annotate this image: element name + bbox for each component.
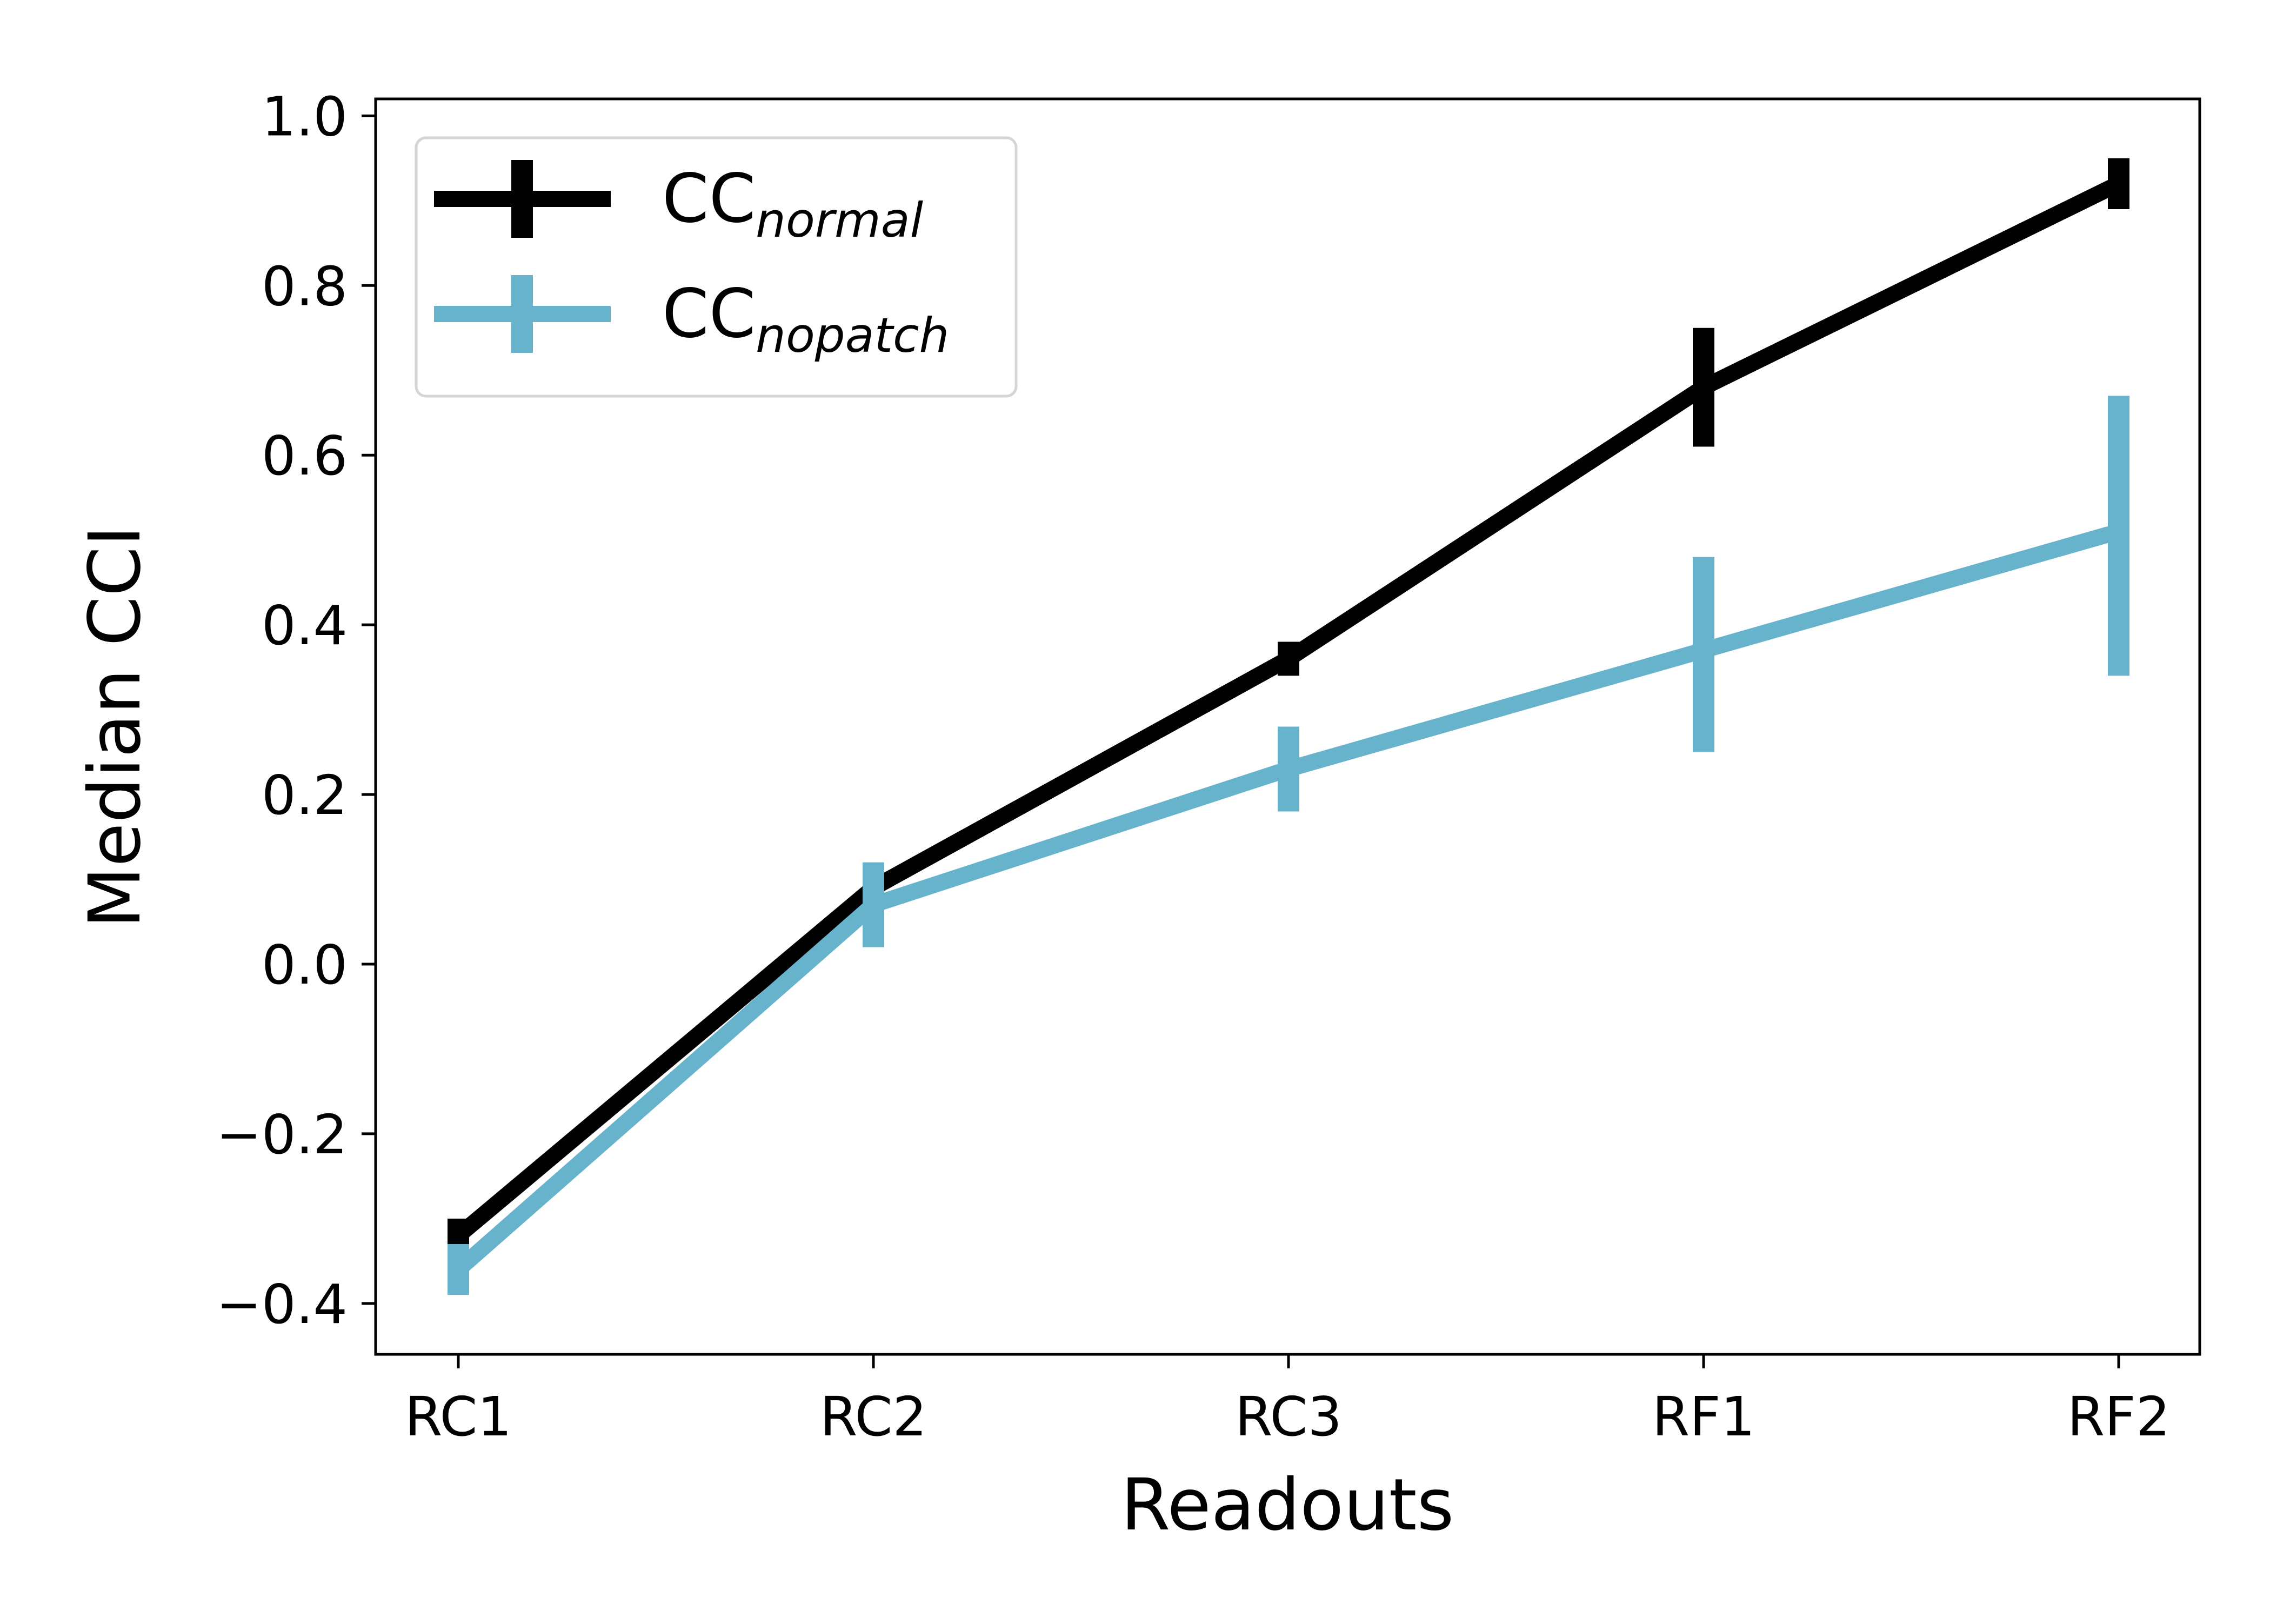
x-tick-label: RC3 [1235, 1385, 1342, 1448]
y-tick-label: 0.8 [262, 255, 348, 318]
legend-label-subscript: normal [756, 192, 923, 248]
y-tick-label: 0.2 [262, 764, 348, 827]
legend-label-main: CC [662, 160, 756, 238]
y-axis-title: Median CCI [74, 525, 157, 928]
x-tick-label: RC1 [405, 1385, 512, 1448]
y-tick-label: −0.4 [216, 1273, 348, 1336]
legend-label-main: CC [662, 275, 756, 353]
y-axis: −0.4 −0.2 0.0 0.2 0.4 0.6 0.8 1.0 [216, 85, 376, 1335]
x-axis: RC1 RC2 RC3 RF1 RF2 [405, 1354, 2170, 1448]
y-tick-label: −0.2 [216, 1103, 348, 1166]
y-tick-label: 0.4 [262, 594, 348, 657]
y-tick-label: 0.0 [262, 933, 348, 997]
y-tick-label: 1.0 [262, 85, 348, 148]
x-axis-title: Readouts [1121, 1463, 1454, 1547]
x-tick-label: RF2 [2067, 1385, 2171, 1448]
y-tick-label: 0.6 [262, 424, 348, 487]
x-tick-label: RC2 [820, 1385, 927, 1448]
x-tick-label: RF1 [1652, 1385, 1755, 1448]
legend-label-subscript: nopatch [756, 308, 949, 363]
